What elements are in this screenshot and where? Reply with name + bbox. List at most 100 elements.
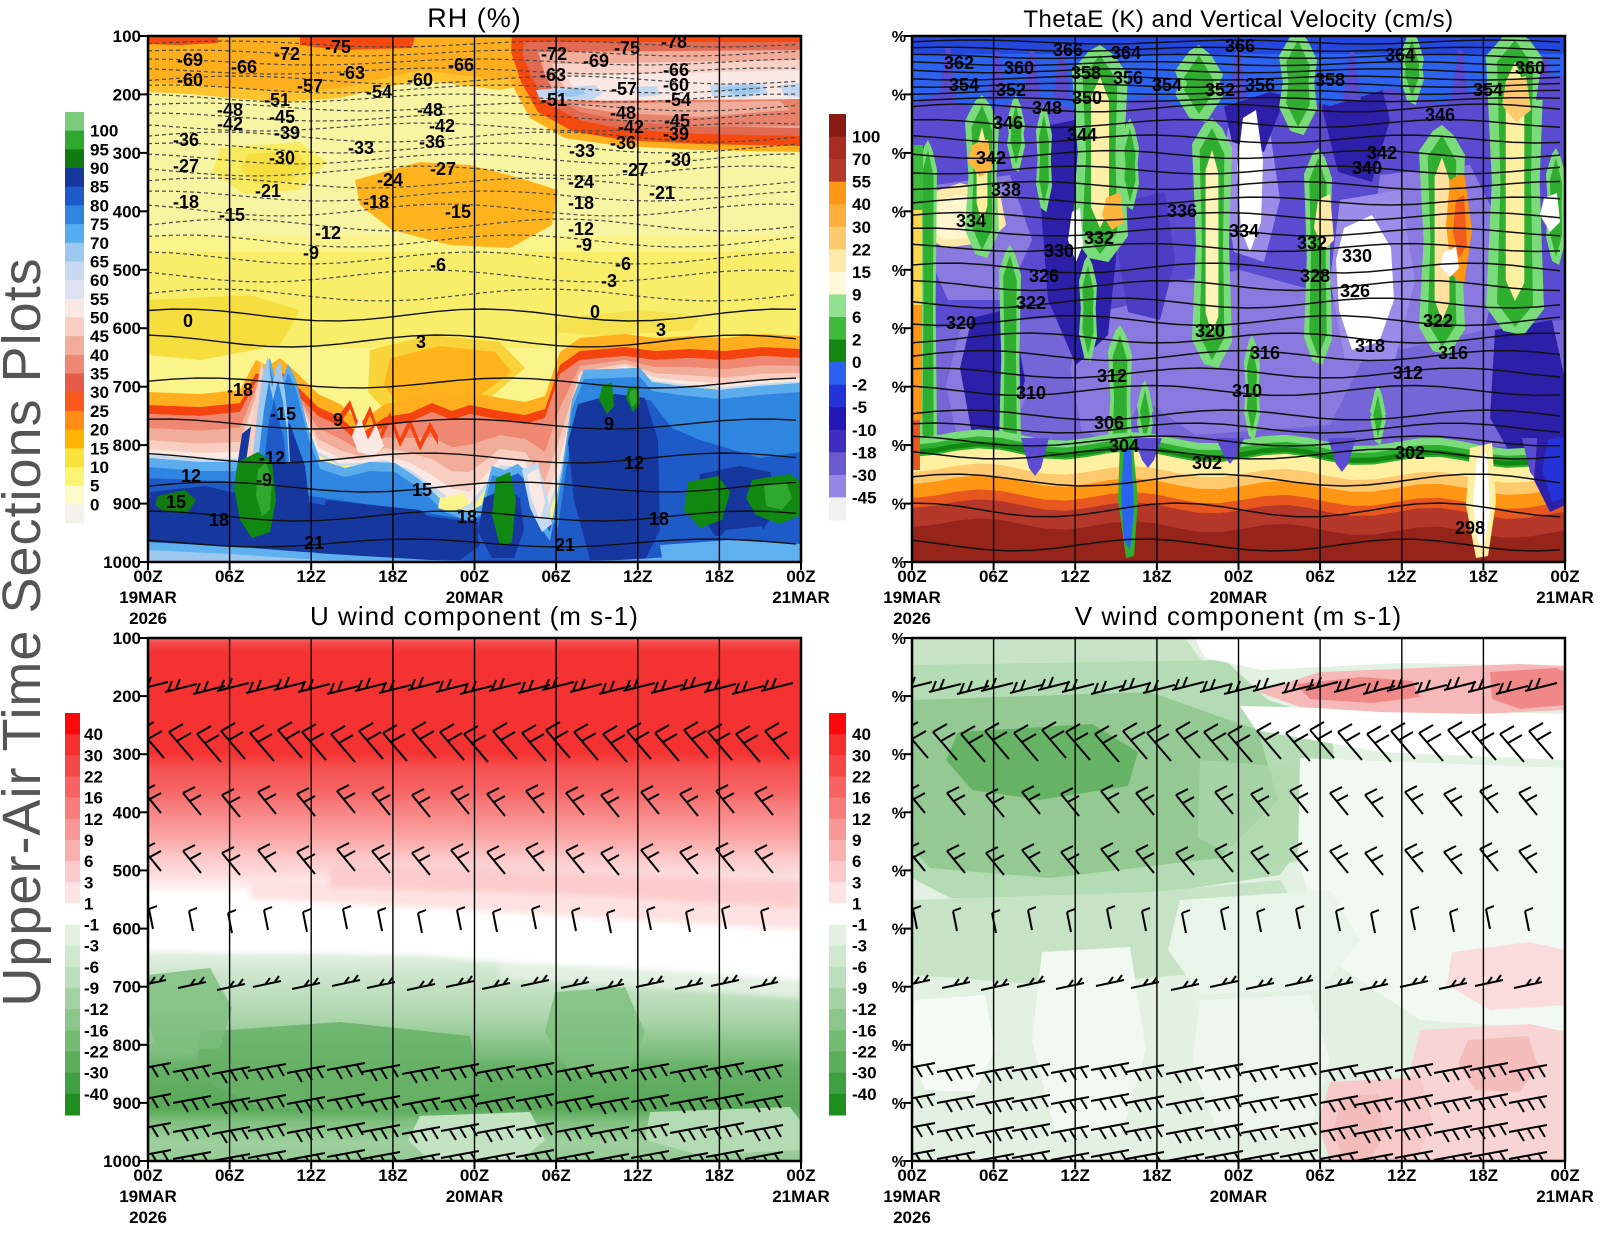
svg-text:-9: -9 xyxy=(576,235,592,255)
svg-text:-12: -12 xyxy=(568,219,594,239)
svg-text:-75: -75 xyxy=(325,37,351,57)
svg-text:12Z: 12Z xyxy=(623,567,652,586)
svg-text:21MAR: 21MAR xyxy=(772,588,830,607)
svg-text:06Z: 06Z xyxy=(979,567,1008,586)
svg-text:-60: -60 xyxy=(663,75,689,95)
svg-text:18Z: 18Z xyxy=(705,567,734,586)
svg-text:800: 800 xyxy=(113,436,141,455)
svg-text:95: 95 xyxy=(90,140,109,159)
svg-text:2: 2 xyxy=(852,331,861,350)
svg-text:-57: -57 xyxy=(611,79,637,99)
svg-text:200: 200 xyxy=(113,85,141,104)
svg-text:12Z: 12Z xyxy=(297,567,326,586)
svg-text:12: 12 xyxy=(84,810,103,829)
svg-text:900: 900 xyxy=(113,495,141,514)
svg-text:75: 75 xyxy=(90,215,109,234)
svg-text:30: 30 xyxy=(90,383,109,402)
svg-text:352: 352 xyxy=(1205,80,1235,100)
svg-text:%: % xyxy=(892,263,906,280)
svg-text:-36: -36 xyxy=(610,133,636,153)
svg-text:20MAR: 20MAR xyxy=(446,588,504,607)
svg-text:3: 3 xyxy=(84,873,93,892)
svg-text:19MAR: 19MAR xyxy=(883,588,941,607)
svg-text:12: 12 xyxy=(181,466,201,486)
svg-text:600: 600 xyxy=(113,319,141,338)
svg-text:-60: -60 xyxy=(407,70,433,90)
svg-text:-48: -48 xyxy=(417,100,443,120)
svg-text:%: % xyxy=(892,380,906,397)
svg-text:-15: -15 xyxy=(219,205,245,225)
svg-text:366: 366 xyxy=(1053,40,1083,60)
svg-text:-69: -69 xyxy=(583,51,609,71)
svg-text:-2: -2 xyxy=(852,376,867,395)
svg-text:360: 360 xyxy=(1004,58,1034,78)
svg-text:00Z: 00Z xyxy=(460,1166,489,1185)
svg-text:20MAR: 20MAR xyxy=(1210,1187,1268,1206)
svg-text:85: 85 xyxy=(90,178,109,197)
svg-text:30: 30 xyxy=(852,746,871,765)
svg-text:-18: -18 xyxy=(568,193,594,213)
svg-text:25: 25 xyxy=(90,402,109,421)
svg-text:346: 346 xyxy=(993,113,1023,133)
svg-text:-30: -30 xyxy=(852,466,877,485)
svg-text:%: % xyxy=(892,863,906,880)
svg-text:40: 40 xyxy=(84,725,103,744)
svg-text:%: % xyxy=(892,1096,906,1113)
svg-text:-9: -9 xyxy=(256,470,272,490)
svg-text:326: 326 xyxy=(1340,281,1370,301)
svg-text:06Z: 06Z xyxy=(1305,567,1334,586)
svg-text:30: 30 xyxy=(84,746,103,765)
svg-text:298: 298 xyxy=(1455,518,1485,538)
svg-text:%: % xyxy=(892,204,906,221)
svg-text:300: 300 xyxy=(113,144,141,163)
svg-text:9: 9 xyxy=(604,414,614,434)
svg-text:316: 316 xyxy=(1250,343,1280,363)
svg-text:342: 342 xyxy=(976,148,1006,168)
svg-text:00Z: 00Z xyxy=(460,567,489,586)
svg-text:334: 334 xyxy=(1229,221,1259,241)
svg-text:40: 40 xyxy=(852,195,871,214)
svg-text:00Z: 00Z xyxy=(1224,567,1253,586)
svg-text:-6: -6 xyxy=(430,255,446,275)
svg-text:-72: -72 xyxy=(274,44,300,64)
svg-text:18Z: 18Z xyxy=(1142,1166,1171,1185)
svg-text:20MAR: 20MAR xyxy=(1210,588,1268,607)
svg-text:10: 10 xyxy=(90,458,109,477)
svg-text:358: 358 xyxy=(1315,70,1345,90)
svg-text:3: 3 xyxy=(416,332,426,352)
svg-text:-5: -5 xyxy=(852,398,867,417)
svg-text:18Z: 18Z xyxy=(705,1166,734,1185)
svg-text:-57: -57 xyxy=(297,76,323,96)
svg-text:-12: -12 xyxy=(852,1000,877,1019)
svg-text:-15: -15 xyxy=(270,404,296,424)
svg-text:-54: -54 xyxy=(366,82,392,102)
svg-text:-30: -30 xyxy=(852,1064,877,1083)
svg-text:700: 700 xyxy=(113,378,141,397)
svg-text:%: % xyxy=(892,321,906,338)
svg-text:326: 326 xyxy=(1029,266,1059,286)
svg-text:-69: -69 xyxy=(177,50,203,70)
svg-text:%: % xyxy=(892,87,906,104)
svg-text:-9: -9 xyxy=(852,979,867,998)
svg-text:70: 70 xyxy=(90,234,109,253)
svg-text:400: 400 xyxy=(113,202,141,221)
svg-text:-18: -18 xyxy=(363,192,389,212)
svg-text:332: 332 xyxy=(1297,233,1327,253)
svg-text:344: 344 xyxy=(1067,125,1097,145)
svg-text:00Z: 00Z xyxy=(133,1166,162,1185)
svg-text:12Z: 12Z xyxy=(297,1166,326,1185)
svg-text:-39: -39 xyxy=(274,123,300,143)
svg-text:16: 16 xyxy=(852,789,871,808)
svg-text:364: 364 xyxy=(1111,43,1141,63)
svg-text:%: % xyxy=(892,555,906,572)
svg-text:-21: -21 xyxy=(649,183,675,203)
svg-text:-51: -51 xyxy=(541,90,567,110)
svg-text:-6: -6 xyxy=(852,958,867,977)
svg-text:3: 3 xyxy=(852,873,861,892)
svg-text:%: % xyxy=(892,497,906,514)
svg-text:-21: -21 xyxy=(255,181,281,201)
svg-text:6: 6 xyxy=(852,852,861,871)
svg-text:21: 21 xyxy=(304,533,324,553)
svg-text:6: 6 xyxy=(84,852,93,871)
svg-text:%: % xyxy=(892,1038,906,1055)
